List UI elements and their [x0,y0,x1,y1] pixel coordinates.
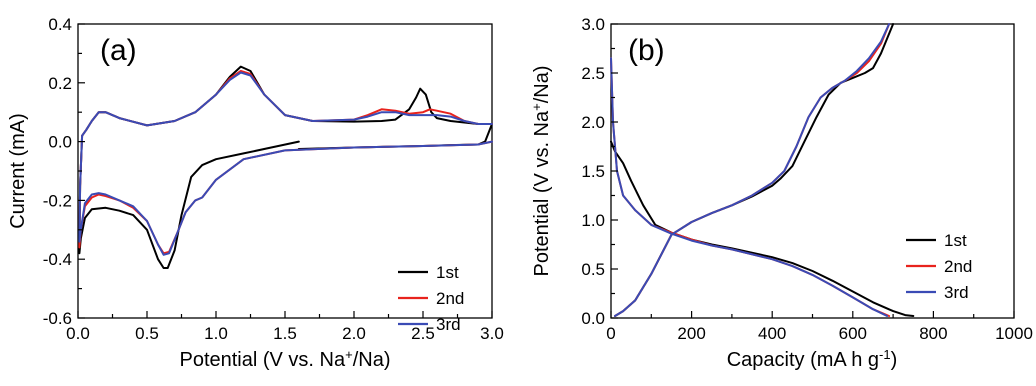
legend-label-1st: 1st [944,231,967,250]
y-tick-label: 3.0 [581,15,605,34]
x-tick-label: 200 [677,324,705,343]
x-tick-label: 1000 [995,324,1033,343]
panel-a-ticks: 0.0 0.5 1.0 1.5 2.0 2.5 3.0 -0.6 -0.4 -0.2 0.0 0.2 0… [43,15,504,343]
x-tick-label: 0.5 [135,324,159,343]
y-tick-label: 0.0 [581,309,605,328]
y-tick-label: -0.6 [43,309,72,328]
x-tick-label: 800 [919,324,947,343]
y-tick-label: 0.4 [48,15,72,34]
legend-label-2nd: 2nd [944,257,972,276]
y-tick-label: 0.2 [48,74,72,93]
panel-b-ticks: 0 200 400 600 800 1000 0.0 0.5 1.0 1.5 2.0 2.5 3.0 [581,15,1033,343]
y-tick-label: 1.0 [581,211,605,230]
panel-a-y-axis-label: Current (mA) [7,113,29,229]
panel-b-charge-discharge-chart: 0 200 400 600 800 1000 0.0 0.5 1.0 1.5 2.0 2.5 3.0 (… [529,15,1033,371]
legend-label-3rd: 3rd [944,283,969,302]
series-3rd-line [78,71,493,256]
panel-a-curves [78,65,493,269]
series-1st-line [78,65,493,269]
y-tick-label: 2.0 [581,113,605,132]
series-3rd-charge-line [614,23,891,317]
panel-b-x-axis-label: Capacity (mA h g-1) [727,347,898,372]
legend-label-3rd: 3rd [436,315,461,334]
y-tick-label: 2.5 [581,64,605,83]
x-tick-label: 3.0 [480,324,504,343]
x-tick-label: 1.5 [273,324,297,343]
x-tick-label: 400 [758,324,786,343]
y-tick-label: 0.5 [581,260,605,279]
legend-label-2nd: 2nd [436,289,464,308]
x-tick-label: 600 [839,324,867,343]
panel-a-label: (a) [100,34,137,67]
legend-label-1st: 1st [436,263,459,282]
x-tick-label: 0 [606,324,615,343]
panel-a-x-axis-label: Potential (V vs. Na+/Na) [179,347,390,372]
x-tick-label: 1.0 [204,324,228,343]
y-tick-label: -0.2 [43,191,72,210]
series-1st-discharge-line [610,140,915,317]
series-1st-charge-line [614,23,895,317]
series-2nd-line [78,70,493,255]
y-tick-label: -0.4 [43,250,72,269]
panel-a-cv-chart: 0.0 0.5 1.0 1.5 2.0 2.5 3.0 -0.6 -0.4 -0.2 0.0 0.2 0… [7,15,504,371]
panel-a-plot-frame [77,23,493,319]
panel-b-label: (b) [628,34,665,67]
panel-b-curves [610,23,915,317]
panel-b-y-axis-label: Potential (V vs. Na+/Na) [529,65,554,276]
y-tick-label: 0.0 [48,133,72,152]
series-2nd-charge-line [614,23,891,317]
series-2nd-discharge-line [610,57,891,317]
x-tick-label: 0.0 [66,324,90,343]
series-3rd-discharge-line [610,57,889,317]
panel-b-legend: 1st 2nd 3rd [906,231,972,302]
y-tick-label: 1.5 [581,162,605,181]
panel-a-legend: 1st 2nd 3rd [398,263,464,334]
x-tick-label: 2.5 [411,324,435,343]
x-tick-label: 2.0 [342,324,366,343]
